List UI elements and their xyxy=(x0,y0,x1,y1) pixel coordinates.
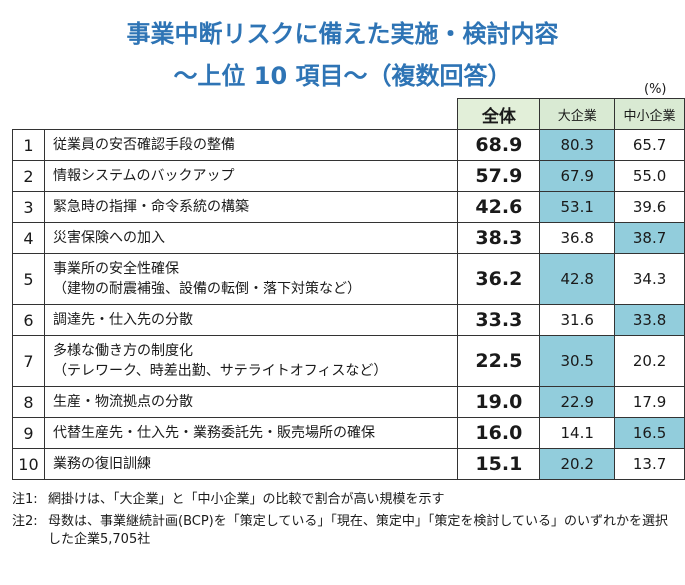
note-2: 注2: 母数は、事業継続計画(BCP)を「策定している」「現在、策定中」「策定を検… xyxy=(12,513,672,549)
item-label-cell: 代替生産先・仕入先・業務委託先・販売場所の確保 xyxy=(43,417,459,449)
item-label-cell: 多様な働き方の制度化 （テレワーク、時差出勤、サテライトオフィスなど） xyxy=(43,335,459,387)
sme-value: 13.7 xyxy=(614,448,685,480)
item-sublabel: （テレワーク、時差出勤、サテライトオフィスなど） xyxy=(52,363,388,379)
large-value: 14.1 xyxy=(539,417,616,449)
rank-cell: 9 xyxy=(12,417,45,449)
table-row: 6 調達先・仕入先の分散 33.3 31.6 33.8 xyxy=(12,304,685,336)
sme-value: 16.5 xyxy=(614,417,685,449)
total-value: 16.0 xyxy=(457,417,541,449)
item-label-cell: 緊急時の指揮・命令系統の構築 xyxy=(43,191,459,223)
item-label: 従業員の安否確認手段の整備 xyxy=(52,137,235,153)
table-row: 8 生産・物流拠点の分散 19.0 22.9 17.9 xyxy=(12,386,685,418)
item-label: 業務の復旧訓練 xyxy=(52,456,151,472)
table-row: 4 災害保険への加入 38.3 36.8 38.7 xyxy=(12,222,685,254)
header-total: 全体 xyxy=(457,98,541,130)
note-1-text: 網掛けは、「大企業」と「中小企業」の比較で割合が高い規模を示す xyxy=(48,492,445,507)
rank-cell: 8 xyxy=(12,386,45,418)
large-value: 31.6 xyxy=(539,304,616,336)
sme-value: 38.7 xyxy=(614,222,685,254)
results-table: 全体 大企業 中小企業 1 従業員の安否確認手段の整備 68.9 80.3 65.7 2 情… xyxy=(12,98,685,480)
item-label: 事業所の安全性確保 xyxy=(52,261,179,277)
sme-value: 33.8 xyxy=(614,304,685,336)
total-value: 57.9 xyxy=(457,160,541,192)
header-blank-rank xyxy=(13,99,45,130)
total-value: 36.2 xyxy=(457,253,541,305)
table-row: 2 情報システムのバックアップ 57.9 67.9 55.0 xyxy=(12,160,685,192)
header-row: 全体 大企業 中小企業 xyxy=(13,98,685,130)
note-1: 注1: 網掛けは、「大企業」と「中小企業」の比較で割合が高い規模を示す xyxy=(12,491,668,509)
item-label-cell: 災害保険への加入 xyxy=(43,222,459,254)
item-label-cell: 調達先・仕入先の分散 xyxy=(43,304,459,336)
large-value: 53.1 xyxy=(539,191,616,223)
item-label: 生産・物流拠点の分散 xyxy=(52,394,193,410)
rank-cell: 7 xyxy=(12,335,45,387)
rank-cell: 3 xyxy=(12,191,45,223)
total-value: 15.1 xyxy=(457,448,541,480)
large-value: 20.2 xyxy=(539,448,616,480)
large-value: 42.8 xyxy=(539,253,616,305)
item-label: 調達先・仕入先の分散 xyxy=(52,312,193,328)
title-line1: 事業中断リスクに備えた実施・検討内容 xyxy=(126,20,559,48)
table-body: 1 従業員の安否確認手段の整備 68.9 80.3 65.7 2 情報システムのバックアップ… xyxy=(12,129,685,480)
item-label-cell: 業務の復旧訓練 xyxy=(43,448,459,480)
rank-cell: 10 xyxy=(12,448,45,480)
item-sublabel: （建物の耐震補強、設備の転倒・落下対策など） xyxy=(52,281,361,297)
table-row: 1 従業員の安否確認手段の整備 68.9 80.3 65.7 xyxy=(12,129,685,161)
total-value: 68.9 xyxy=(457,129,541,161)
rank-cell: 1 xyxy=(12,129,45,161)
header-blank-label xyxy=(44,99,457,130)
item-label: 緊急時の指揮・命令系統の構築 xyxy=(52,199,249,215)
table-row: 7 多様な働き方の制度化 （テレワーク、時差出勤、サテライトオフィスなど） 22.5 3… xyxy=(12,335,685,387)
total-value: 33.3 xyxy=(457,304,541,336)
item-label-cell: 従業員の安否確認手段の整備 xyxy=(43,129,459,161)
header-large: 大企業 xyxy=(539,98,616,130)
table-row: 3 緊急時の指揮・命令系統の構築 42.6 53.1 39.6 xyxy=(12,191,685,223)
rank-cell: 2 xyxy=(12,160,45,192)
unit-label: (%) xyxy=(644,82,667,97)
note-1-tag: 注1: xyxy=(12,492,38,507)
large-value: 22.9 xyxy=(539,386,616,418)
rank-cell: 5 xyxy=(12,253,45,305)
header-sme: 中小企業 xyxy=(614,98,685,130)
table-row: 9 代替生産先・仕入先・業務委託先・販売場所の確保 16.0 14.1 16.5 xyxy=(12,417,685,449)
item-label-cell: 生産・物流拠点の分散 xyxy=(43,386,459,418)
total-value: 38.3 xyxy=(457,222,541,254)
note-2-tag: 注2: xyxy=(12,514,38,529)
large-value: 67.9 xyxy=(539,160,616,192)
title-line2: ～上位 10 項目～（複数回答） xyxy=(173,62,512,90)
sme-value: 17.9 xyxy=(614,386,685,418)
sme-value: 34.3 xyxy=(614,253,685,305)
note-2-text: 母数は、事業継続計画(BCP)を「策定している」「現在、策定中」「策定を検討して… xyxy=(48,514,668,547)
sme-value: 65.7 xyxy=(614,129,685,161)
sme-value: 20.2 xyxy=(614,335,685,387)
table-row: 10 業務の復旧訓練 15.1 20.2 13.7 xyxy=(12,448,685,480)
rank-cell: 6 xyxy=(12,304,45,336)
large-value: 80.3 xyxy=(539,129,616,161)
item-label: 多様な働き方の制度化 xyxy=(52,343,193,359)
item-label: 災害保険への加入 xyxy=(52,230,165,246)
rank-cell: 4 xyxy=(12,222,45,254)
sme-value: 55.0 xyxy=(614,160,685,192)
item-label-cell: 情報システムのバックアップ xyxy=(43,160,459,192)
total-value: 19.0 xyxy=(457,386,541,418)
item-label: 情報システムのバックアップ xyxy=(52,168,235,184)
total-value: 42.6 xyxy=(457,191,541,223)
table-row: 5 事業所の安全性確保 （建物の耐震補強、設備の転倒・落下対策など） 36.2 42.8… xyxy=(12,253,685,305)
sme-value: 39.6 xyxy=(614,191,685,223)
large-value: 36.8 xyxy=(539,222,616,254)
total-value: 22.5 xyxy=(457,335,541,387)
item-label: 代替生産先・仕入先・業務委託先・販売場所の確保 xyxy=(52,425,375,441)
item-label-cell: 事業所の安全性確保 （建物の耐震補強、設備の転倒・落下対策など） xyxy=(43,253,459,305)
large-value: 30.5 xyxy=(539,335,616,387)
